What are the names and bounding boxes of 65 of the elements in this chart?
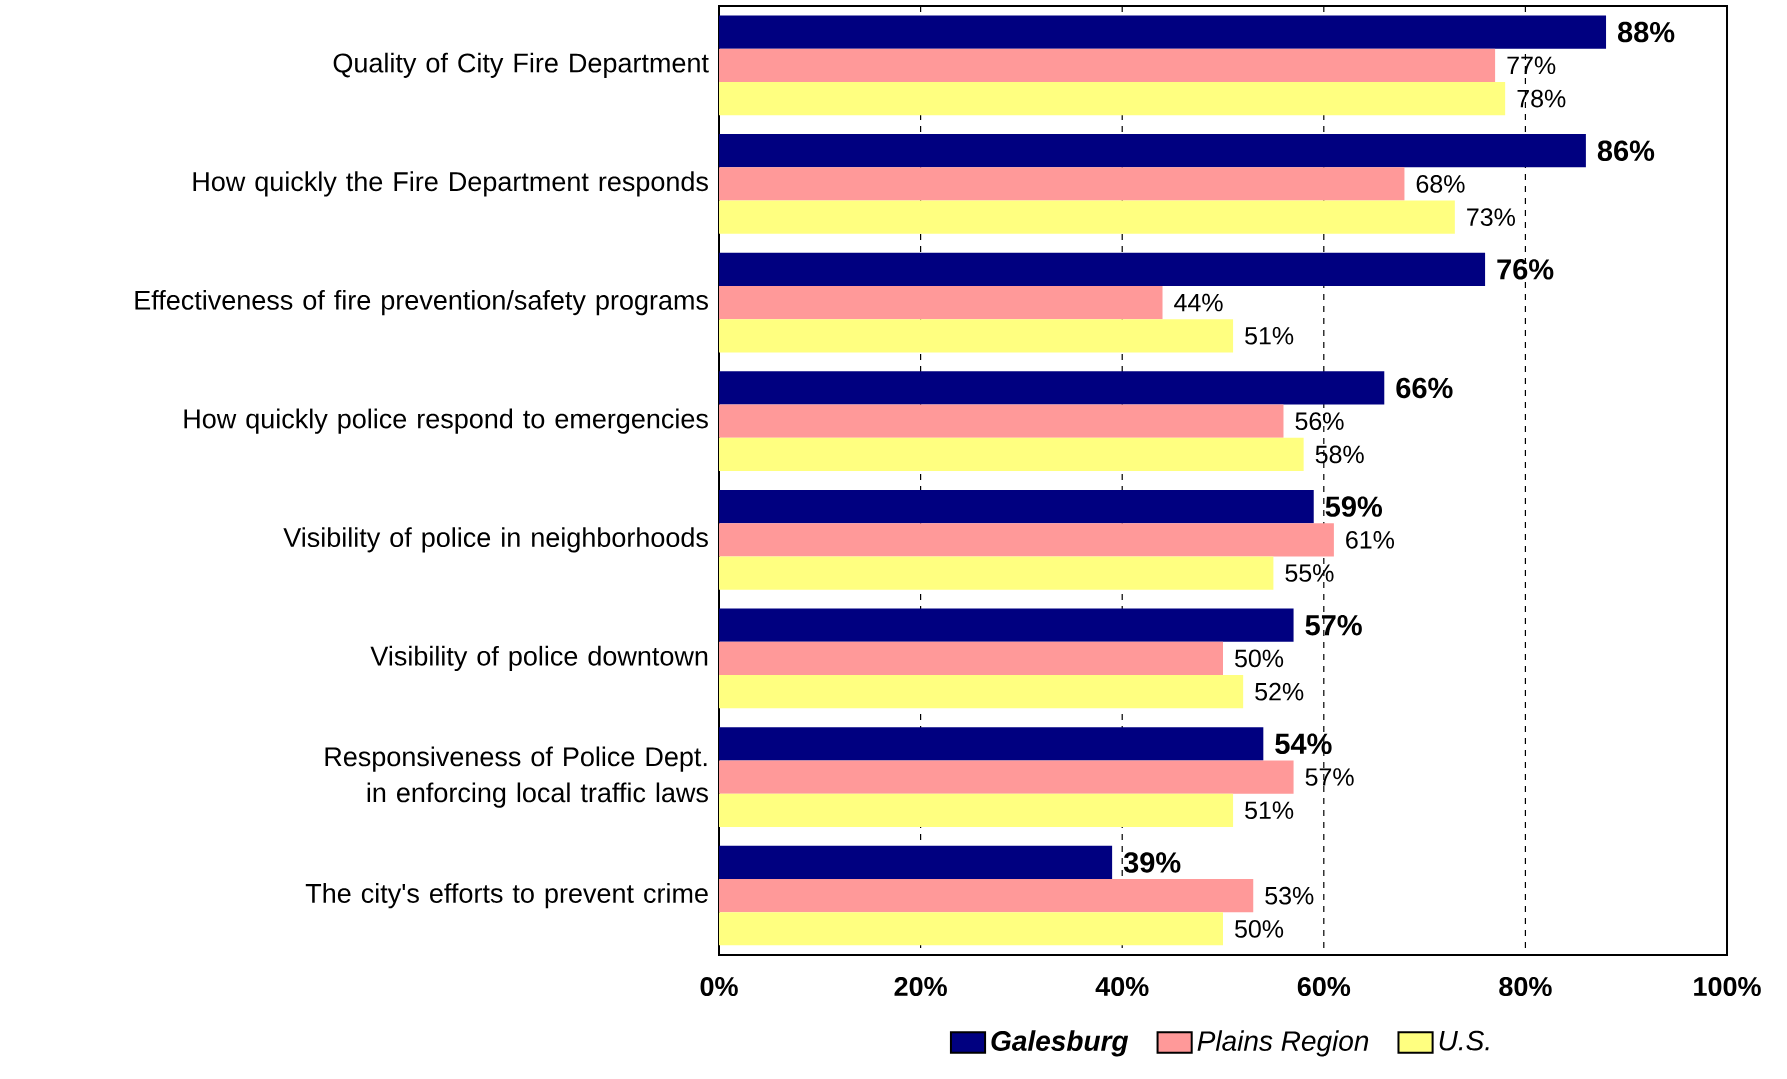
bar — [719, 81, 1506, 116]
bar — [719, 641, 1224, 676]
data-label: 77% — [1507, 56, 1556, 75]
bar — [719, 556, 1274, 590]
data-label: 76% — [1497, 259, 1554, 280]
data-label: 86% — [1597, 140, 1655, 161]
bar — [719, 760, 1294, 794]
bar — [719, 48, 1496, 82]
bar — [719, 285, 1163, 320]
data-label: 73% — [1467, 208, 1515, 227]
legend-label: Plains Region — [1197, 1030, 1369, 1057]
bar — [719, 437, 1304, 472]
data-label: 61% — [1346, 530, 1395, 549]
data-label: 59% — [1325, 496, 1383, 517]
y-tick-label: Visibility of police downtown — [370, 645, 708, 672]
data-label: 44% — [1174, 293, 1223, 312]
bar — [719, 727, 1264, 761]
bar — [719, 608, 1294, 642]
x-tick-label: 20% — [894, 977, 947, 997]
bar — [719, 912, 1224, 946]
data-label: 58% — [1315, 445, 1364, 464]
bar — [719, 675, 1244, 709]
data-label: 54% — [1275, 733, 1332, 755]
bar — [719, 793, 1234, 827]
data-label: 50% — [1235, 920, 1284, 938]
data-label: 50% — [1235, 649, 1284, 668]
data-label: 68% — [1416, 175, 1465, 193]
data-label: 51% — [1245, 801, 1294, 820]
bar — [719, 371, 1385, 405]
bar — [719, 523, 1334, 557]
y-tick-label: How quickly police respond to emergencies — [184, 408, 708, 434]
bar — [719, 15, 1607, 49]
y-tick-label: How quickly the Fire Department responds — [193, 171, 708, 197]
bar — [719, 404, 1284, 438]
data-label: 57% — [1305, 614, 1362, 636]
bar — [719, 879, 1254, 913]
data-label: 57% — [1305, 768, 1354, 786]
x-tick-label: 80% — [1499, 977, 1552, 997]
y-tick-label: Visibility of police in neighborhoods — [283, 527, 708, 553]
legend-label: Galesburg — [991, 1030, 1129, 1057]
data-label: 78% — [1517, 89, 1566, 108]
data-label: 56% — [1295, 412, 1344, 431]
data-label: 66% — [1396, 377, 1453, 399]
x-tick-label: 0% — [700, 977, 738, 997]
bar — [719, 845, 1113, 880]
bar — [719, 252, 1486, 286]
bar — [719, 134, 1586, 168]
x-tick-label: 40% — [1095, 977, 1149, 997]
y-tick-label: Effectiveness of fire prevention/safety programs — [135, 289, 708, 316]
data-label: 39% — [1123, 852, 1181, 873]
x-tick-label: 100% — [1694, 977, 1761, 997]
data-label: 51% — [1245, 326, 1294, 345]
legend-label: U.S. — [1439, 1030, 1489, 1051]
x-tick-label: 60% — [1297, 977, 1351, 997]
data-label: 53% — [1265, 886, 1314, 905]
y-tick-label: Quality of City Fire Department — [333, 52, 709, 78]
bar — [719, 319, 1234, 353]
data-label: 52% — [1255, 682, 1304, 701]
bar — [719, 200, 1455, 234]
data-label: 88% — [1617, 21, 1675, 43]
bar — [719, 490, 1314, 524]
bar — [719, 167, 1405, 201]
y-tick-label: Responsiveness of Police Dept. in enforcing local traffic laws — [325, 746, 708, 808]
y-tick-label: The city's efforts to prevent crime — [305, 883, 708, 909]
data-label: 55% — [1285, 564, 1334, 582]
